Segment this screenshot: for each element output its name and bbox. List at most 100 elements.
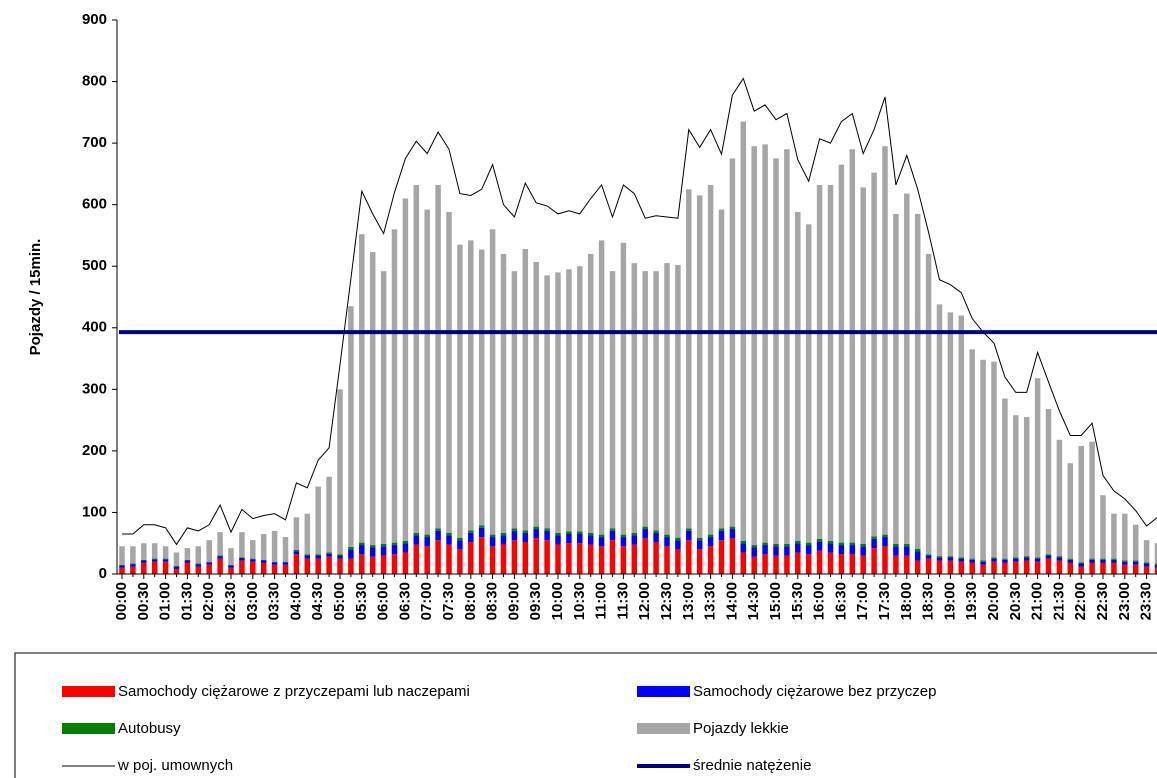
bar-segment — [446, 212, 452, 533]
bar-segment — [980, 561, 986, 565]
bar-segment — [718, 528, 725, 531]
bar-segment — [151, 558, 158, 560]
y-tick-label: 200 — [82, 442, 107, 459]
bar-segment — [838, 164, 845, 543]
bar-segment — [1122, 513, 1128, 561]
bar-segment — [533, 526, 539, 530]
legend-label: Pojazdy lekkie — [693, 720, 789, 737]
bar-segment — [914, 560, 921, 574]
bar-segment — [729, 529, 736, 539]
bar-segment — [675, 549, 681, 574]
bar-segment — [620, 534, 627, 538]
legend-swatch — [637, 686, 690, 697]
bar-segment — [566, 531, 572, 534]
bar-segment — [914, 548, 921, 552]
bar-segment — [478, 527, 485, 538]
bar-segment — [904, 543, 910, 547]
bar-segment — [315, 554, 321, 556]
bar-segment — [980, 560, 986, 562]
bar-segment — [511, 271, 518, 529]
bar-segment — [838, 554, 845, 574]
x-tick-label: 22:00 — [1072, 582, 1089, 620]
x-tick-label: 23:00 — [1116, 582, 1133, 620]
bar-segment — [271, 561, 278, 563]
bar-segment — [511, 528, 518, 531]
legend-swatch — [62, 723, 115, 734]
bar-segment — [1056, 557, 1063, 561]
bar-segment — [391, 542, 398, 546]
legend-label: średnie natężenie — [693, 757, 811, 774]
bar-segment — [893, 213, 899, 544]
x-tick-label: 06:30 — [396, 582, 413, 620]
bar-segment — [184, 562, 191, 574]
y-tick-label: 500 — [82, 257, 107, 274]
bar-segment — [620, 242, 627, 535]
bar-segment — [784, 546, 790, 556]
bar-segment — [805, 224, 812, 543]
bar-segment — [1045, 554, 1052, 556]
bar-segment — [795, 540, 801, 544]
bar-segment — [958, 557, 965, 559]
bar-segment — [304, 555, 311, 559]
bar-segment — [1089, 559, 1095, 563]
bar-segment — [141, 562, 147, 574]
bar-segment — [871, 548, 877, 574]
x-tick-label: 21:00 — [1029, 582, 1046, 620]
bar-segment — [359, 542, 365, 546]
bar-segment — [664, 263, 670, 535]
bar-segment — [631, 532, 638, 536]
x-tick-label: 10:00 — [549, 582, 566, 620]
x-tick-label: 04:00 — [287, 582, 304, 620]
bar-segment — [130, 564, 136, 567]
x-tick-label: 17:00 — [854, 582, 871, 620]
bar-segment — [1132, 524, 1139, 561]
bar-segment — [522, 530, 529, 533]
bar-segment — [380, 543, 387, 547]
bar-segment — [130, 546, 136, 564]
bar-segment — [838, 542, 845, 546]
bar-segment — [1089, 441, 1095, 559]
x-tick-label: 08:00 — [462, 582, 479, 620]
bar-segment — [860, 546, 866, 556]
bar-segment — [686, 528, 692, 531]
bar-segment — [522, 532, 529, 542]
bar-segment — [609, 528, 616, 531]
bar-segment — [947, 560, 954, 574]
x-tick-label: 16:00 — [811, 582, 828, 620]
bar-segment — [936, 560, 943, 574]
bar-segment — [555, 532, 561, 536]
bar-segment — [337, 555, 343, 559]
bar-segment — [1002, 562, 1008, 574]
bar-segment — [871, 536, 877, 539]
bar-segment — [827, 540, 834, 544]
bar-segment — [795, 543, 801, 553]
bar-segment — [1002, 558, 1008, 560]
bar-segment — [1100, 495, 1106, 559]
bar-segment — [511, 530, 518, 541]
bar-segment — [686, 189, 692, 529]
bar-segment — [1143, 562, 1150, 564]
bar-segment — [980, 564, 986, 574]
bar-segment — [653, 271, 659, 531]
bar-segment — [162, 558, 169, 560]
bar-segment — [250, 559, 256, 562]
bar-segment — [1034, 561, 1041, 574]
bar-segment — [468, 532, 474, 542]
bar-segment — [119, 567, 125, 574]
bar-segment — [969, 558, 975, 560]
bar-segment — [1078, 566, 1084, 574]
bar-segment — [1122, 561, 1128, 565]
bar-segment — [936, 557, 943, 561]
bar-segment — [1078, 562, 1084, 564]
x-tick-label: 14:00 — [723, 582, 740, 620]
bar-segment — [1100, 559, 1106, 563]
bar-segment — [773, 546, 779, 556]
bar-segment — [304, 554, 311, 556]
bar-segment — [435, 540, 441, 574]
bar-segment — [642, 529, 648, 539]
y-tick-label: 0 — [99, 565, 107, 582]
bar-segment — [751, 545, 757, 548]
bar-segment — [816, 541, 823, 551]
y-tick-label: 400 — [82, 319, 107, 336]
bar-segment — [969, 562, 975, 574]
